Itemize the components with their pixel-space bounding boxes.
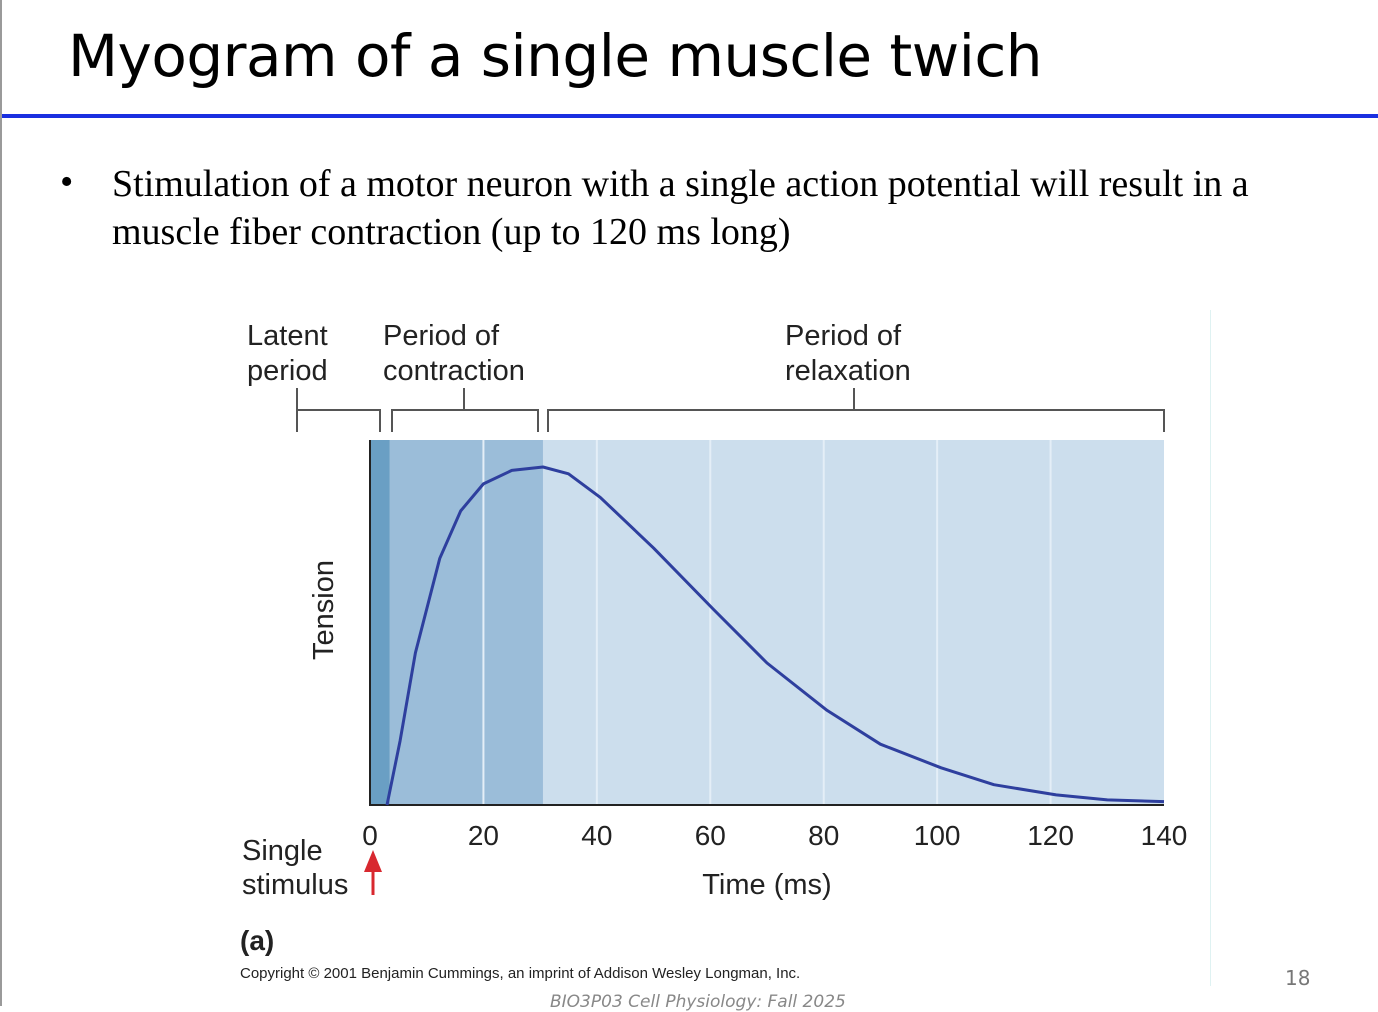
slide-title: Myogram of a single muscle twich [68, 22, 1043, 90]
phase-bracket [296, 409, 381, 432]
page-number: 18 [1285, 966, 1311, 990]
stimulus-label-line2: stimulus [242, 869, 348, 901]
phase-label-line2: period [247, 355, 328, 387]
phase-label-line2: relaxation [785, 355, 911, 387]
title-divider [2, 114, 1378, 118]
phase-band-2 [542, 440, 1164, 805]
slide-left-border [0, 0, 2, 1006]
phase-label-line1: Period of [785, 320, 902, 352]
copyright-text: Copyright © 2001 Benjamin Cummings, an i… [240, 965, 800, 982]
stimulus-arrow-icon [364, 850, 382, 872]
x-tick-label: 60 [695, 820, 726, 851]
phase-label-line1: Latent [247, 320, 328, 352]
bullet-dot: • [60, 161, 74, 203]
stimulus-label-line1: Single [242, 835, 323, 867]
phase-band-0 [370, 440, 390, 805]
x-tick-label: 0 [362, 820, 378, 851]
x-axis-label: Time (ms) [702, 869, 831, 901]
x-tick-label: 140 [1141, 820, 1188, 851]
panel-label: (a) [240, 925, 274, 956]
x-tick-label: 120 [1027, 820, 1074, 851]
phase-label-line1: Period of [383, 320, 500, 352]
phase-bracket [547, 409, 1165, 432]
phase-bracket [391, 409, 539, 432]
x-tick-label: 80 [808, 820, 839, 851]
x-tick-label: 20 [468, 820, 499, 851]
bullet-text: Stimulation of a motor neuron with a sin… [112, 163, 1249, 253]
tension-curve [385, 465, 1165, 806]
slide-footer: BIO3P03 Cell Physiology: Fall 2025 [550, 992, 846, 1012]
myogram-figure: 0 20 40 60 80 100 120 140 Time (ms) Tension Latent… [222, 310, 1211, 986]
x-tick-label: 100 [914, 820, 961, 851]
phase-band-1 [389, 440, 543, 805]
phase-label-line2: contraction [383, 355, 525, 387]
y-axis-label: Tension [308, 560, 340, 660]
x-tick-label: 40 [581, 820, 612, 851]
